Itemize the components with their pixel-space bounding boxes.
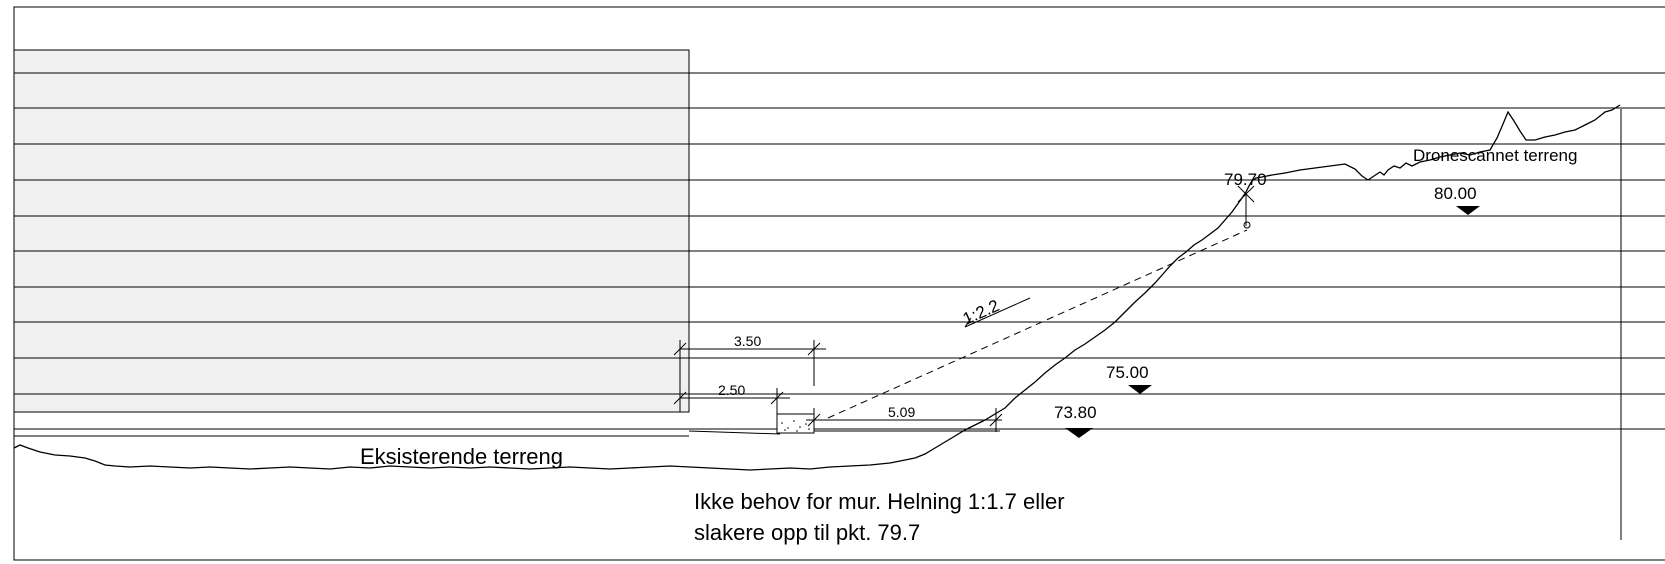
existing-terrain-line — [13, 104, 1621, 471]
level-grid — [14, 72, 1665, 437]
elevation-73-80-label: 73.80 — [1054, 403, 1097, 422]
shaded-block — [13, 49, 690, 413]
existing-terrain-label: Eksisterende terreng — [360, 444, 563, 469]
note-line-2: slakere opp til pkt. 79.7 — [694, 520, 920, 545]
dimension-2-50-label: 2.50 — [718, 382, 745, 398]
base-line — [688, 430, 781, 435]
drone-terrain-label: Dronescannet terreng — [1413, 146, 1577, 165]
dimension-2-50 — [673, 388, 790, 414]
elevation-73-80-triangle — [1065, 428, 1093, 438]
elevation-75-triangle — [1128, 385, 1152, 394]
slope-arrow-line — [964, 297, 1031, 328]
note-line-1: Ikke behov for mur. Helning 1:1.7 eller — [694, 489, 1065, 514]
slope-ratio-label: 1:2.2 — [960, 296, 1002, 329]
slope-arrow-head — [964, 317, 972, 328]
point-79-70-label: 79.70 — [1224, 170, 1267, 189]
dimension-3-50-label: 3.50 — [734, 333, 761, 349]
proposed-slope-dashed — [827, 229, 1248, 419]
drain-fill-dots — [781, 420, 810, 432]
dimension-3-50 — [673, 340, 826, 412]
elevation-75-label: 75.00 — [1106, 363, 1149, 382]
dimension-5-09 — [806, 408, 1003, 432]
elevation-80-label: 80.00 — [1434, 184, 1477, 203]
dimension-5-09-label: 5.09 — [888, 404, 915, 420]
elevation-80-triangle — [1456, 206, 1480, 215]
point-79-70-marker — [1237, 185, 1255, 229]
